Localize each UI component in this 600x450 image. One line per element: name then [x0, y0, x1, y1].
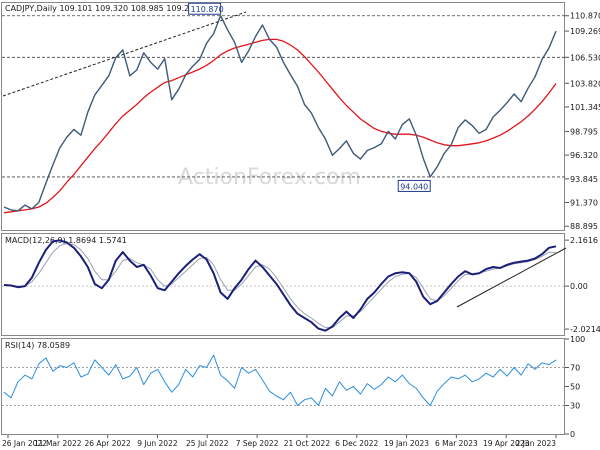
date-tick-label: 19 Apr 2023: [483, 439, 530, 448]
macd-axis: 2.1616 0.00 -2.0214: [565, 236, 600, 334]
macd-axis-tick-label: 0.00: [570, 282, 588, 291]
annotation-box: [397, 179, 431, 192]
macd-line: [3, 239, 557, 332]
date-tick-label: 21 Oct 2022: [284, 439, 331, 448]
date-tick-label: 26 Apr 2022: [84, 439, 131, 448]
price-annotations: 110.870 94.040: [188, 2, 431, 192]
date-tick-label: 19 Jan 2023: [384, 439, 429, 448]
price-axis-tick-label: 109.269: [570, 27, 600, 36]
rsi-axis-tick-label: 30: [570, 402, 580, 411]
price-axis-tick-label: 91.370: [570, 199, 598, 208]
rsi-panel-title: RSI(14) 78.0589: [5, 341, 70, 350]
rsi-axis: 100 70 50 30 0: [565, 335, 585, 439]
macd-panel: MACD(12,26,9) 1.8694 1.5741 2.1616 0.00 -2…: [1, 233, 600, 336]
macd-trendline: [456, 247, 567, 308]
price-axis-tick-label: 88.895: [570, 222, 598, 231]
macd-panel-frame: [1, 233, 565, 336]
price-axis-tick-label: 93.845: [570, 175, 598, 184]
date-tick-label: 25 Jul 2022: [186, 439, 229, 448]
date-tick-label: 11 Mar 2022: [34, 439, 82, 448]
annotation-label: 94.040: [400, 182, 428, 191]
watermark: ActionForex.com: [178, 165, 361, 190]
date-tick-label: 2 Jun 2023: [516, 439, 557, 448]
macd-axis-tick-label: -2.0214: [570, 325, 600, 334]
rsi-guide-lines: [2, 367, 565, 406]
annotation-box: [188, 2, 222, 15]
price-panel: ActionForex.com CADJPY,Daily 109.101 109…: [1, 2, 600, 231]
macd-signal-line: [3, 243, 557, 329]
date-tick-label: 26 Jan 2022: [2, 439, 47, 448]
rsi-line: [3, 354, 557, 406]
date-tick-label: 7 Sep 2022: [236, 439, 279, 448]
price-series: [3, 14, 557, 214]
moving-average-line: [3, 38, 557, 214]
macd-panel-title: MACD(12,26,9) 1.8694 1.5741: [5, 236, 127, 245]
rsi-axis-tick-label: 0: [570, 430, 575, 439]
date-tick-label: 6 Mar 2023: [435, 439, 478, 448]
price-panel-frame: [1, 2, 565, 231]
date-tick-label: 6 Dec 2022: [335, 439, 378, 448]
price-axis-tick-label: 110.870: [570, 12, 600, 21]
date-tick-label: 9 Jun 2022: [137, 439, 178, 448]
price-trendline: [2, 11, 247, 97]
price-axis-tick-label: 96.320: [570, 151, 598, 160]
price-panel-title: CADJPY,Daily 109.101 109.320 108.985 109…: [5, 4, 199, 13]
rsi-panel: RSI(14) 78.0589 100 70 50 30 0: [1, 335, 585, 439]
price-line: [3, 14, 557, 212]
price-axis-tick-label: 101.345: [570, 103, 600, 112]
price-axis: 88.895 91.370 93.845 96.320 98.795 101.345 103…: [565, 12, 600, 231]
price-axis-tick-label: 106.530: [570, 53, 600, 62]
macd-series: [3, 239, 557, 332]
rsi-axis-tick-label: 50: [570, 383, 580, 392]
price-level-lines: [2, 15, 565, 178]
rsi-axis-tick-label: 70: [570, 364, 580, 373]
macd-axis-tick-label: 2.1616: [570, 236, 598, 245]
annotation-label: 110.870: [191, 5, 224, 14]
rsi-series: [3, 354, 557, 406]
rsi-axis-tick-label: 100: [570, 335, 585, 344]
price-axis-tick-label: 103.820: [570, 79, 600, 88]
rsi-panel-frame: [1, 338, 565, 435]
price-axis-tick-label: 98.795: [570, 127, 598, 136]
